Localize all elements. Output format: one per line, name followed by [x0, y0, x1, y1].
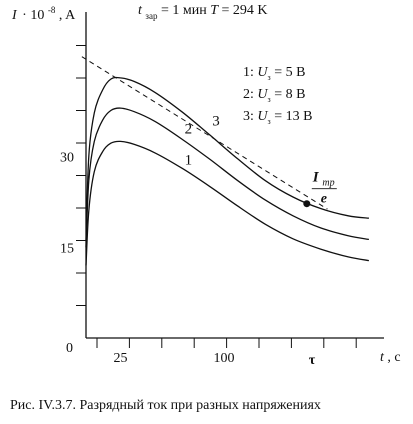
curve-labels: 1 2 3: [185, 113, 220, 168]
x-tick-label: 25: [114, 351, 128, 366]
equilibrium-point-marker: [303, 200, 311, 208]
legend: 1: Uз = 5 В 2: Uз = 8 В 3: Uз = 13 В: [243, 65, 312, 126]
origin-label: 0: [66, 341, 73, 356]
x-axis-label: t , c: [380, 350, 401, 365]
axes: [85, 12, 384, 339]
figure-caption: Рис. IV.3.7. Разрядный ток при разных на…: [10, 398, 321, 413]
series-2-label: 2: [185, 122, 193, 138]
point-label: I тр e: [311, 170, 337, 207]
series-2-line: [85, 107, 370, 248]
y-axis-label: I · 10 -8 , A: [11, 2, 76, 23]
series-3-line: [85, 76, 369, 242]
point-label-e: e: [321, 192, 327, 207]
x-tick-label: 100: [214, 351, 235, 366]
tangent-line: [81, 56, 328, 210]
y-tick-label: 15: [60, 241, 74, 256]
legend-item: 1: Uз = 5 В: [243, 65, 305, 82]
chart-header: t зар = 1 мин T = 294 K: [138, 3, 268, 23]
tau-label: τ: [309, 353, 316, 368]
series-1-line: [85, 140, 370, 266]
series-3-label: 3: [212, 113, 220, 129]
chart: 15 30 25 100 I · 10 -8 , A t , c 0 t зар = …: [11, 2, 401, 368]
ticks: [76, 45, 357, 348]
legend-item: 3: Uз = 13 В: [243, 109, 312, 126]
curves: [85, 76, 370, 266]
legend-item: 2: Uз = 8 В: [243, 87, 305, 104]
tick-labels: 15 30 25 100: [60, 151, 235, 367]
series-1-label: 1: [185, 153, 193, 169]
y-tick-label: 30: [60, 151, 74, 166]
point-label-current: I тр: [312, 170, 335, 189]
